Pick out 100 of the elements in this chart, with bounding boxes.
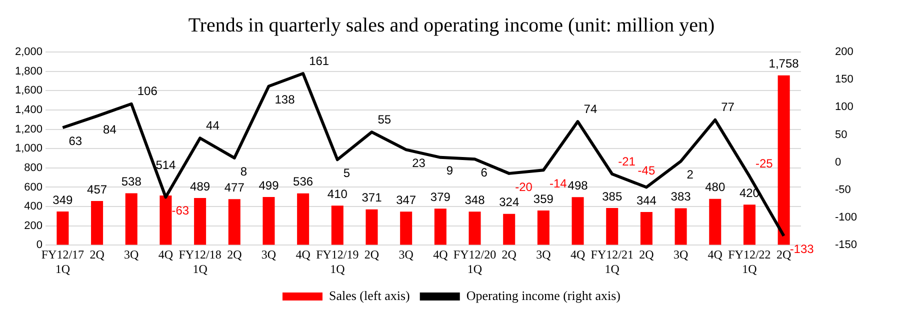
- data-label: 347: [396, 192, 416, 207]
- data-label: 106: [137, 84, 158, 98]
- chart-title: Trends in quarterly sales and operating income (unit: million yen): [188, 14, 715, 36]
- bar: [194, 198, 206, 245]
- y-tick-label: 200: [24, 220, 43, 232]
- data-label: 536: [293, 174, 314, 189]
- data-label: 138: [274, 92, 296, 107]
- data-label: -14: [549, 176, 568, 190]
- bar: [160, 196, 172, 245]
- data-label: 499: [258, 178, 280, 192]
- x-tick-label: 4Q: [570, 248, 586, 262]
- bar: [125, 193, 138, 245]
- y-tick-label: 0: [36, 239, 43, 252]
- data-label: 74: [584, 102, 598, 116]
- x-tick-label: 3Q: [124, 248, 140, 262]
- y-tick-label: 2,000: [14, 46, 43, 58]
- data-label: 324: [499, 195, 520, 210]
- y2-tick-label: -50: [834, 184, 851, 196]
- x-tick-label: 3Q: [398, 248, 414, 262]
- bar: [400, 212, 412, 245]
- bar: [743, 204, 756, 245]
- x-tick-label: FY12/18 1Q: [178, 248, 222, 276]
- x-tick-label: 2Q: [502, 248, 517, 262]
- x-tick-label: 2Q: [364, 248, 380, 262]
- x-tick-label: FY12/17 1Q: [41, 248, 84, 276]
- data-label: -25: [755, 156, 774, 171]
- bar: [228, 199, 240, 245]
- bar: [366, 209, 378, 245]
- data-label: -133: [790, 242, 814, 256]
- data-label: 359: [533, 192, 554, 206]
- x-tick-label: 2Q: [776, 248, 792, 262]
- y-tick-label: 1,000: [14, 142, 43, 155]
- data-label: 8: [240, 164, 248, 178]
- data-label: 379: [430, 190, 451, 204]
- bar: [297, 193, 310, 245]
- x-tick-label: 4Q: [708, 248, 723, 262]
- data-label: 480: [705, 180, 726, 194]
- bar: [503, 214, 516, 245]
- data-label: 538: [121, 174, 142, 189]
- y-tick-label: 800: [24, 162, 43, 174]
- bar: [572, 197, 584, 245]
- x-tick-label: 3Q: [536, 248, 552, 262]
- y2-tick-label: -150: [834, 239, 858, 252]
- y-tick-label: 1,800: [14, 65, 43, 78]
- data-label: 6: [480, 165, 488, 180]
- bar: [640, 212, 652, 245]
- data-label: 348: [464, 192, 486, 207]
- y2-tick-label: 100: [834, 101, 854, 114]
- y2-tick-label: 50: [834, 128, 848, 141]
- data-label: -20: [515, 180, 533, 194]
- x-tick-label: 4Q: [433, 248, 448, 262]
- x-tick-label: 2Q: [639, 248, 654, 262]
- data-label: 5: [343, 166, 350, 180]
- data-label: 457: [87, 182, 108, 196]
- bar: [434, 208, 446, 245]
- data-label: 498: [568, 178, 588, 192]
- bar: [606, 208, 618, 245]
- x-tick-label: 4Q: [158, 248, 174, 262]
- y-tick-label: 400: [24, 200, 43, 213]
- data-label: 489: [190, 179, 210, 194]
- y-tick-label: 1,600: [14, 84, 43, 97]
- y2-tick-label: 150: [834, 74, 854, 86]
- data-label: 9: [446, 164, 454, 178]
- y-tick-label: 600: [24, 181, 43, 194]
- data-label: 385: [602, 189, 622, 204]
- data-label: 77: [721, 100, 735, 114]
- bar: [262, 196, 275, 245]
- y-tick-label: 1,200: [14, 123, 43, 136]
- x-tick-label: 2Q: [227, 248, 242, 262]
- data-label: 55: [378, 112, 392, 126]
- legend-label: Sales (left axis): [328, 288, 410, 303]
- x-tick-label: FY12/20 1Q: [453, 248, 496, 276]
- data-label: -21: [618, 154, 636, 168]
- y2-tick-label: -100: [834, 212, 858, 224]
- x-tick-label: FY12/19 1Q: [316, 248, 359, 276]
- bar: [709, 198, 722, 245]
- data-label: 84: [103, 122, 117, 136]
- data-label: 1,758: [768, 56, 800, 71]
- x-tick-label: 2Q: [90, 248, 105, 262]
- data-label: 383: [670, 190, 692, 204]
- data-label: 371: [362, 190, 382, 205]
- x-tick-label: FY12/21 1Q: [590, 248, 634, 276]
- bar: [468, 212, 481, 245]
- bar: [778, 75, 790, 245]
- data-label: 477: [224, 180, 245, 194]
- data-label: 2: [686, 168, 694, 182]
- data-label: 63: [68, 134, 82, 148]
- data-label: 514: [156, 158, 176, 172]
- data-label: -63: [172, 203, 190, 218]
- y-tick-label: 1,400: [14, 104, 43, 116]
- data-label: 161: [309, 54, 330, 68]
- data-label: 410: [327, 186, 348, 201]
- bar: [91, 201, 104, 245]
- data-label: 349: [52, 192, 74, 207]
- bar: [56, 211, 69, 245]
- x-tick-label: 3Q: [673, 248, 688, 262]
- y2-tick-label: 0: [834, 156, 842, 168]
- data-label: -45: [638, 164, 656, 178]
- bar: [674, 208, 687, 245]
- data-label: 23: [412, 156, 426, 170]
